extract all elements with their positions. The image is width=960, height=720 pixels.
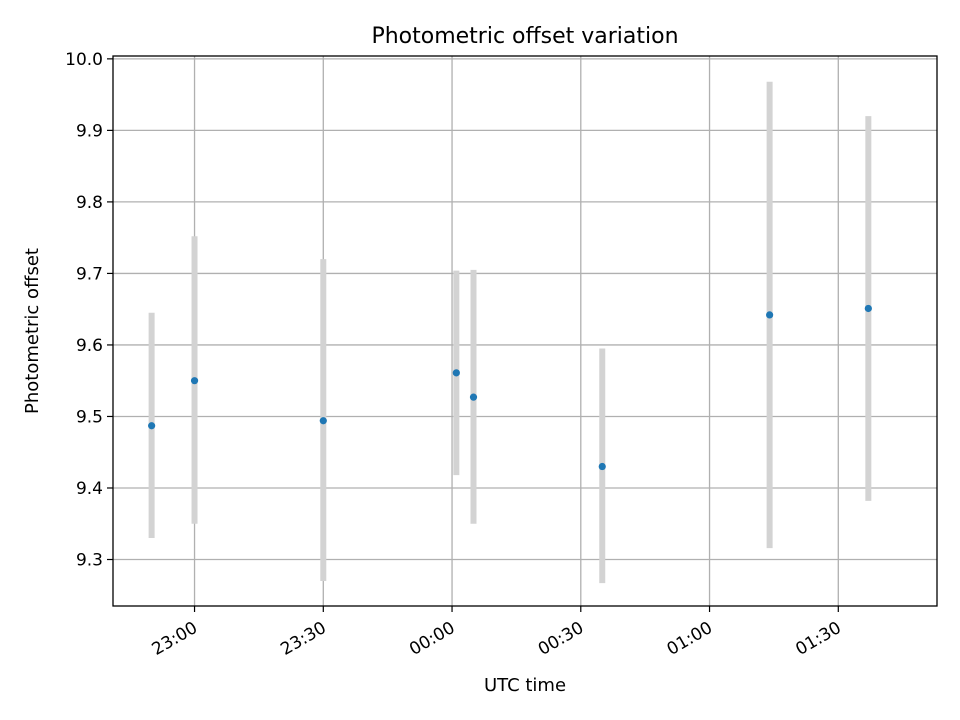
y-tick-label: 9.4 [76,479,103,499]
chart-title: Photometric offset variation [371,24,678,49]
grid [113,56,937,606]
y-tick-label: 9.7 [76,264,103,284]
data-point [766,311,774,319]
data-point [864,304,872,313]
x-axis-label: UTC time [484,675,566,696]
data-point [319,417,327,425]
y-tick-label: 9.8 [76,193,103,213]
y-tick-label: 9.6 [76,336,103,356]
y-axis-label: Photometric offset [22,248,43,414]
data-point [190,377,199,385]
y-axis-ticks: 9.3 9.4 9.5 9.6 9.7 9.8 9.9 10.0 [65,50,113,571]
y-tick-label: 9.3 [76,551,103,571]
y-tick-label: 9.5 [76,407,103,427]
plot-frame [112,55,938,607]
data-point [148,422,156,430]
data-points [148,304,872,471]
y-tick-label: 10.0 [65,50,103,70]
data-point [469,393,478,401]
data-point [452,369,460,377]
y-tick-label: 9.9 [76,121,103,141]
data-point [598,462,606,471]
